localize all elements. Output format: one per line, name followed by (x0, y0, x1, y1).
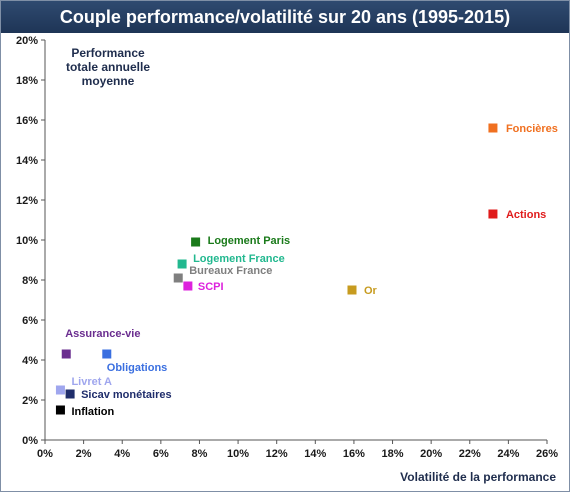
x-tick-label: 12% (266, 448, 288, 460)
data-point-label: Foncières (506, 123, 558, 135)
y-tick-label: 16% (16, 115, 38, 127)
data-point-label: Livret A (71, 376, 112, 388)
data-point-label: Bureaux France (189, 265, 272, 277)
data-point-marker (183, 281, 193, 291)
data-point-marker (61, 349, 71, 359)
x-tick-label: 22% (459, 448, 481, 460)
data-point-marker (191, 237, 201, 247)
y-axis-ticks: 0% 2% 4% 6% 8% 10% 12% 14% 16% 18% 20% (16, 35, 45, 447)
data-point-marker (488, 123, 498, 133)
y-tick-label: 2% (22, 395, 38, 407)
x-tick-label: 8% (192, 448, 208, 460)
x-axis-ticks: 0% 2% 4% 6% 8% 10% 12% 14% 16% 18% 20% 22% 24% 26% (37, 440, 558, 460)
y-tick-label: 6% (22, 315, 38, 327)
data-point-marker (177, 259, 187, 269)
y-tick-label: 0% (22, 435, 38, 447)
data-point-label: Obligations (107, 362, 167, 374)
chart-title: Couple performance/volatilité sur 20 ans… (1, 1, 569, 33)
x-tick-label: 16% (343, 448, 365, 460)
data-point-label: SCPI (198, 281, 224, 293)
data-point-marker (65, 389, 75, 399)
y-tick-label: 14% (16, 155, 38, 167)
data-point-marker (55, 385, 65, 395)
x-tick-label: 24% (497, 448, 519, 460)
x-tick-label: 10% (227, 448, 249, 460)
data-point-label: Assurance-vie (65, 328, 140, 340)
data-point-label: Actions (506, 209, 546, 221)
x-tick-label: 26% (536, 448, 558, 460)
x-tick-label: 18% (382, 448, 404, 460)
x-tick-label: 6% (153, 448, 169, 460)
y-axis-title-line: totale annuelle (66, 60, 150, 74)
y-axis-title-line: Performance (71, 46, 145, 60)
x-axis-title: Volatilité de la performance (400, 470, 556, 484)
y-tick-label: 18% (16, 75, 38, 87)
data-point-label: Logement Paris (208, 235, 291, 247)
x-tick-label: 20% (420, 448, 442, 460)
y-tick-label: 4% (22, 355, 38, 367)
x-tick-label: 0% (37, 448, 53, 460)
x-tick-label: 4% (114, 448, 130, 460)
y-tick-label: 10% (16, 235, 38, 247)
x-tick-label: 14% (304, 448, 326, 460)
data-point-marker (173, 273, 183, 283)
y-tick-label: 12% (16, 195, 38, 207)
data-points: Foncières Actions Logement Paris Logement F… (55, 123, 558, 418)
data-point-marker (488, 209, 498, 219)
data-point-label: Inflation (71, 406, 114, 418)
data-point-marker (347, 285, 357, 295)
data-point-marker (55, 405, 65, 415)
y-tick-label: 20% (16, 35, 38, 47)
data-point-label: Sicav monétaires (81, 389, 172, 401)
y-axis-title-line: moyenne (82, 74, 135, 88)
y-tick-label: 8% (22, 275, 38, 287)
data-point-marker (102, 349, 112, 359)
data-point-label: Logement France (193, 253, 285, 265)
data-point-label: Or (364, 285, 378, 297)
x-tick-label: 2% (76, 448, 92, 460)
